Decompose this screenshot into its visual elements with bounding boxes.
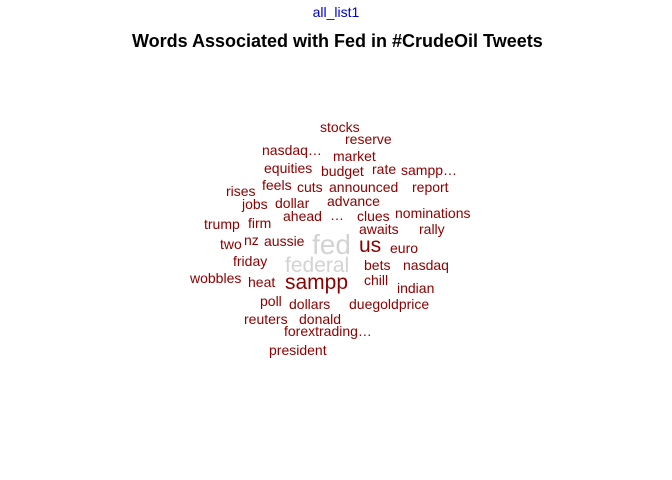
word-0: fed [312,229,351,260]
word-29: nz [244,232,259,248]
word-18: dollar [275,195,310,211]
word-30: aussie [264,233,305,249]
word-26: awaits [359,221,399,237]
word-1: federal [285,254,349,277]
word-17: jobs [241,196,268,212]
word-3: us [359,234,381,257]
word-7: market [333,148,376,164]
word-23: nominations [395,205,471,221]
word-31: euro [390,240,418,256]
word-43: donald [299,311,341,327]
word-9: budget [321,163,364,179]
chart-title: Words Associated with Fed in #CrudeOil T… [132,31,543,51]
top-label: all_list1 [312,4,360,20]
word-24: trump [204,216,240,232]
word-13: feels [262,177,292,193]
word-41: duegoldprice [349,296,429,312]
word-38: indian [397,280,434,296]
word-32: friday [233,253,267,269]
word-10: rate [372,161,396,177]
word-25: firm [248,215,271,231]
word-44: forextrading… [284,323,372,339]
word-21: … [330,207,344,223]
word-12: rises [226,183,256,199]
word-40: dollars [289,296,330,312]
word-19: advance [327,193,380,209]
word-37: chill [364,272,388,288]
word-34: nasdaq [403,257,449,273]
word-39: poll [260,293,282,309]
word-20: ahead [283,208,322,224]
word-4: stocks [320,119,360,135]
word-27: rally [419,221,445,237]
word-8: equities [264,160,312,176]
word-42: reuters [244,311,288,327]
word-22: clues [357,208,390,224]
word-33: bets [364,257,390,273]
word-16: report [412,179,449,195]
word-11: sampp… [401,162,457,178]
word-14: cuts [297,179,323,195]
word-2: sampp [285,271,348,294]
word-45: president [269,342,327,358]
word-15: announced [329,179,398,195]
word-36: heat [248,274,275,290]
word-35: wobbles [189,270,241,286]
word-6: nasdaq… [262,142,322,158]
word-28: two [220,236,242,252]
word-5: reserve [345,131,392,147]
